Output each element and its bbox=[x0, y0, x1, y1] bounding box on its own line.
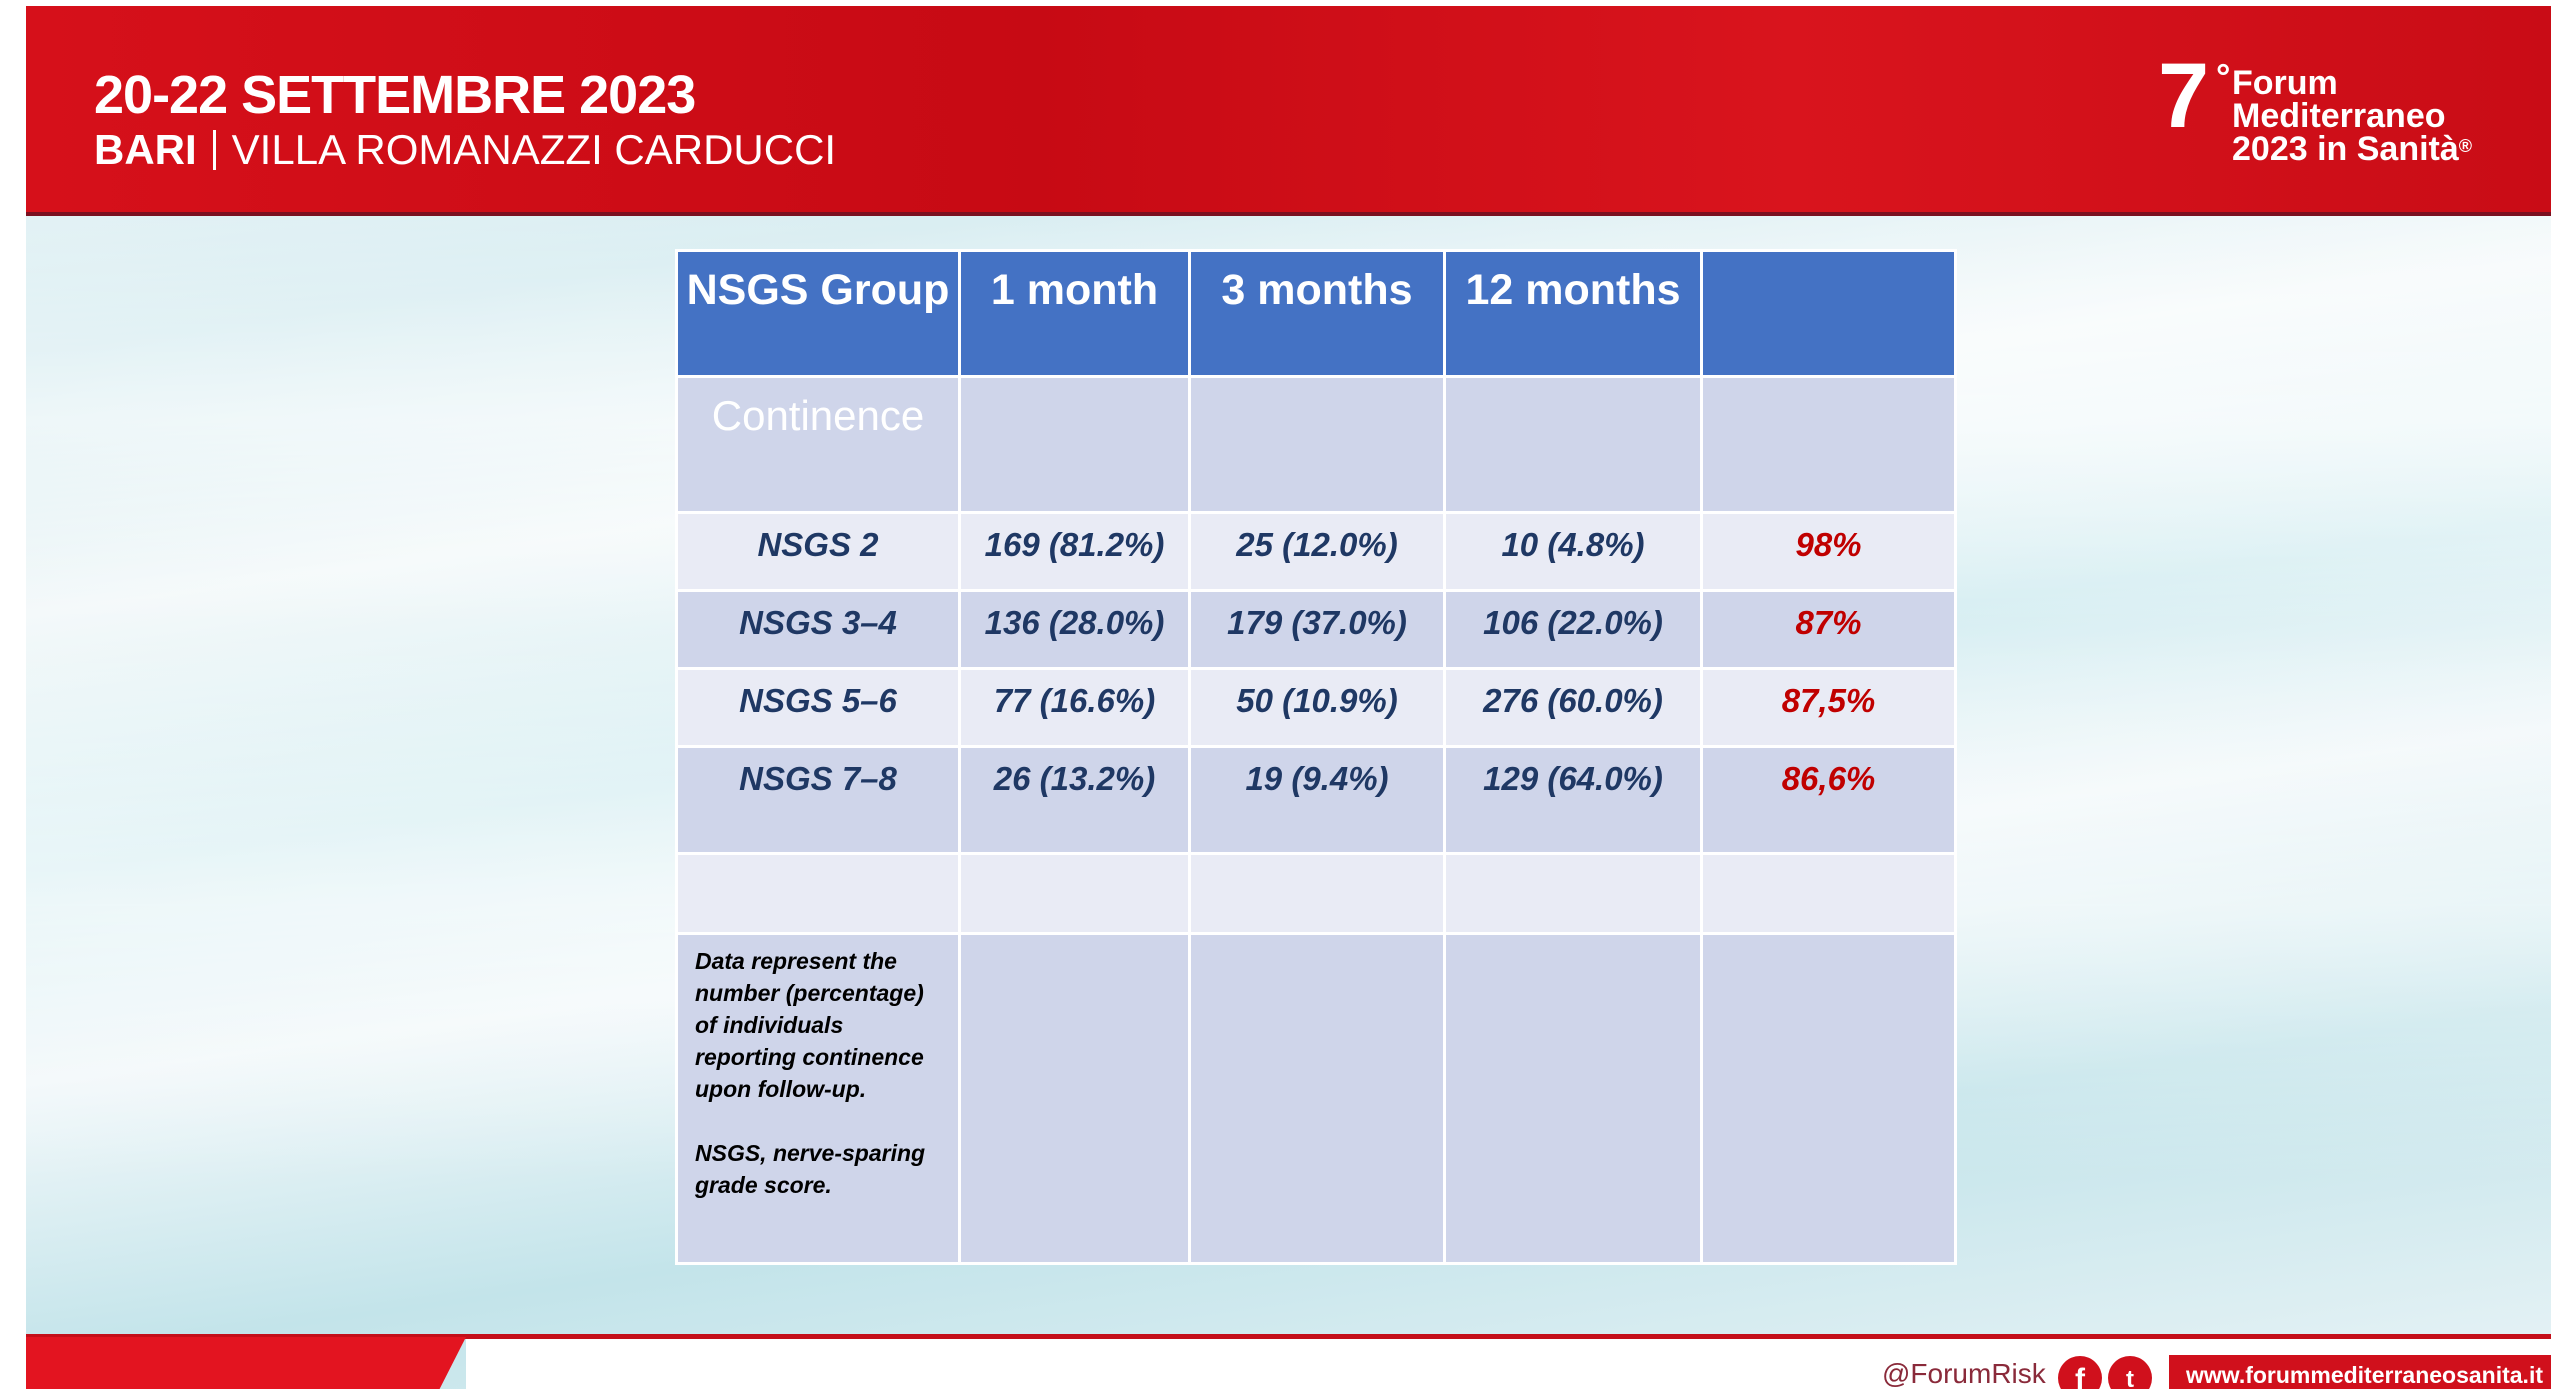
rows: NSGS 2 169 (81.2%) 25 (12.0%) 10 (4.8%) 98% N… bbox=[675, 511, 1957, 855]
column-header bbox=[1700, 249, 1957, 378]
header-row: NSGS Group 1 month 3 months 12 months bbox=[675, 249, 1957, 378]
note-row: Data represent the number (percentage) of … bbox=[675, 932, 1957, 1265]
value-cell: 25 (12.0%) bbox=[1188, 511, 1446, 592]
group-label: NSGS 7–8 bbox=[675, 745, 961, 855]
slide: 20-22 SETTEMBRE 2023 BARI VILLA ROMANAZZI… bbox=[26, 6, 2551, 1389]
note-line: of individuals bbox=[695, 1012, 844, 1038]
cell bbox=[1443, 932, 1703, 1265]
cell bbox=[1188, 375, 1446, 514]
cell bbox=[1700, 375, 1957, 514]
note: Data represent the number (percentage) of … bbox=[675, 932, 961, 1265]
percentage: 86,6% bbox=[1700, 745, 1957, 855]
twitter-icon[interactable]: t bbox=[2108, 1356, 2152, 1389]
url-box bbox=[2169, 1355, 2551, 1389]
value-cell: 136 (28.0%) bbox=[958, 589, 1191, 670]
column-header: 1 month bbox=[958, 249, 1191, 378]
value-cell: 276 (60.0%) bbox=[1443, 667, 1703, 748]
value-cell: 77 (16.6%) bbox=[958, 667, 1191, 748]
section-label: Continence bbox=[675, 375, 961, 514]
percentage: 87% bbox=[1700, 589, 1957, 670]
empty-row bbox=[675, 852, 1957, 935]
note-line: grade score. bbox=[695, 1172, 832, 1198]
cell bbox=[675, 852, 961, 935]
logo-reg: ® bbox=[2458, 136, 2473, 156]
header-banner: 20-22 SETTEMBRE 2023 BARI VILLA ROMANAZZI… bbox=[26, 6, 2551, 216]
logo-degree: ° bbox=[2216, 56, 2231, 97]
social-handle: @ForumRisk bbox=[1882, 1358, 2046, 1389]
value-cell: 26 (13.2%) bbox=[958, 745, 1191, 855]
note-line: NSGS, nerve-sparing bbox=[695, 1140, 926, 1166]
value-cell: 19 (9.4%) bbox=[1188, 745, 1446, 855]
cell bbox=[1443, 852, 1703, 935]
data-row: NSGS 7–8 26 (13.2%) 19 (9.4%) 129 (64.0%) 86… bbox=[675, 745, 1957, 855]
venue: VILLA ROMANAZZI CARDUCCI bbox=[231, 126, 837, 173]
cell bbox=[958, 375, 1191, 514]
note-line: number (percentage) bbox=[695, 980, 924, 1006]
group-label: NSGS 2 bbox=[675, 511, 961, 592]
data-row: NSGS 3–4 136 (28.0%) 179 (37.0%) 106 (22.0%… bbox=[675, 589, 1957, 670]
website-url[interactable]: www.forummediterraneosanita.it bbox=[2186, 1362, 2543, 1388]
cell bbox=[1188, 932, 1446, 1265]
value-cell: 50 (10.9%) bbox=[1188, 667, 1446, 748]
city: BARI bbox=[94, 126, 197, 173]
logo-number: 7 bbox=[2158, 45, 2210, 147]
note-line: upon follow-up. bbox=[695, 1076, 867, 1102]
value-cell: 10 (4.8%) bbox=[1443, 511, 1703, 592]
event-date: 20-22 SETTEMBRE 2023 bbox=[94, 65, 696, 125]
cell bbox=[1443, 375, 1703, 514]
group-label: NSGS 5–6 bbox=[675, 667, 961, 748]
value-cell: 169 (81.2%) bbox=[958, 511, 1191, 592]
percentage: 98% bbox=[1700, 511, 1957, 592]
cell bbox=[958, 852, 1191, 935]
cell bbox=[1700, 932, 1957, 1265]
data-table: NSGS Group 1 month 3 months 12 months Co… bbox=[675, 249, 1957, 1265]
logo-line: 2023 in Sanità® bbox=[2232, 132, 2472, 166]
logo-line: Mediterraneo bbox=[2232, 97, 2446, 135]
logo-line: Forum bbox=[2232, 64, 2338, 102]
section-row: Continence bbox=[675, 375, 1957, 514]
percentage: 87,5% bbox=[1700, 667, 1957, 748]
cell bbox=[1188, 852, 1446, 935]
event-venue: BARI VILLA ROMANAZZI CARDUCCI bbox=[94, 126, 836, 174]
note-paragraph: Data represent the number (percentage) of … bbox=[695, 945, 958, 1105]
column-header: 12 months bbox=[1443, 249, 1703, 378]
data-row: NSGS 2 169 (81.2%) 25 (12.0%) 10 (4.8%) 98% bbox=[675, 511, 1957, 592]
column-header: NSGS Group bbox=[675, 249, 961, 378]
note-line: reporting continence bbox=[695, 1044, 924, 1070]
footer-red-shape bbox=[26, 1337, 466, 1389]
cell bbox=[1700, 852, 1957, 935]
footer-line bbox=[26, 1334, 2551, 1339]
column-header: 3 months bbox=[1188, 249, 1446, 378]
note-paragraph: NSGS, nerve-sparing grade score. bbox=[695, 1137, 958, 1201]
data-row: NSGS 5–6 77 (16.6%) 50 (10.9%) 276 (60.0%) 8… bbox=[675, 667, 1957, 748]
note-line: Data represent the bbox=[695, 948, 897, 974]
facebook-icon[interactable]: f bbox=[2058, 1356, 2102, 1389]
group-label: NSGS 3–4 bbox=[675, 589, 961, 670]
separator bbox=[212, 130, 216, 170]
logo-text: 2023 in Sanità bbox=[2232, 130, 2459, 168]
value-cell: 129 (64.0%) bbox=[1443, 745, 1703, 855]
cell bbox=[958, 932, 1191, 1265]
value-cell: 179 (37.0%) bbox=[1188, 589, 1446, 670]
value-cell: 106 (22.0%) bbox=[1443, 589, 1703, 670]
